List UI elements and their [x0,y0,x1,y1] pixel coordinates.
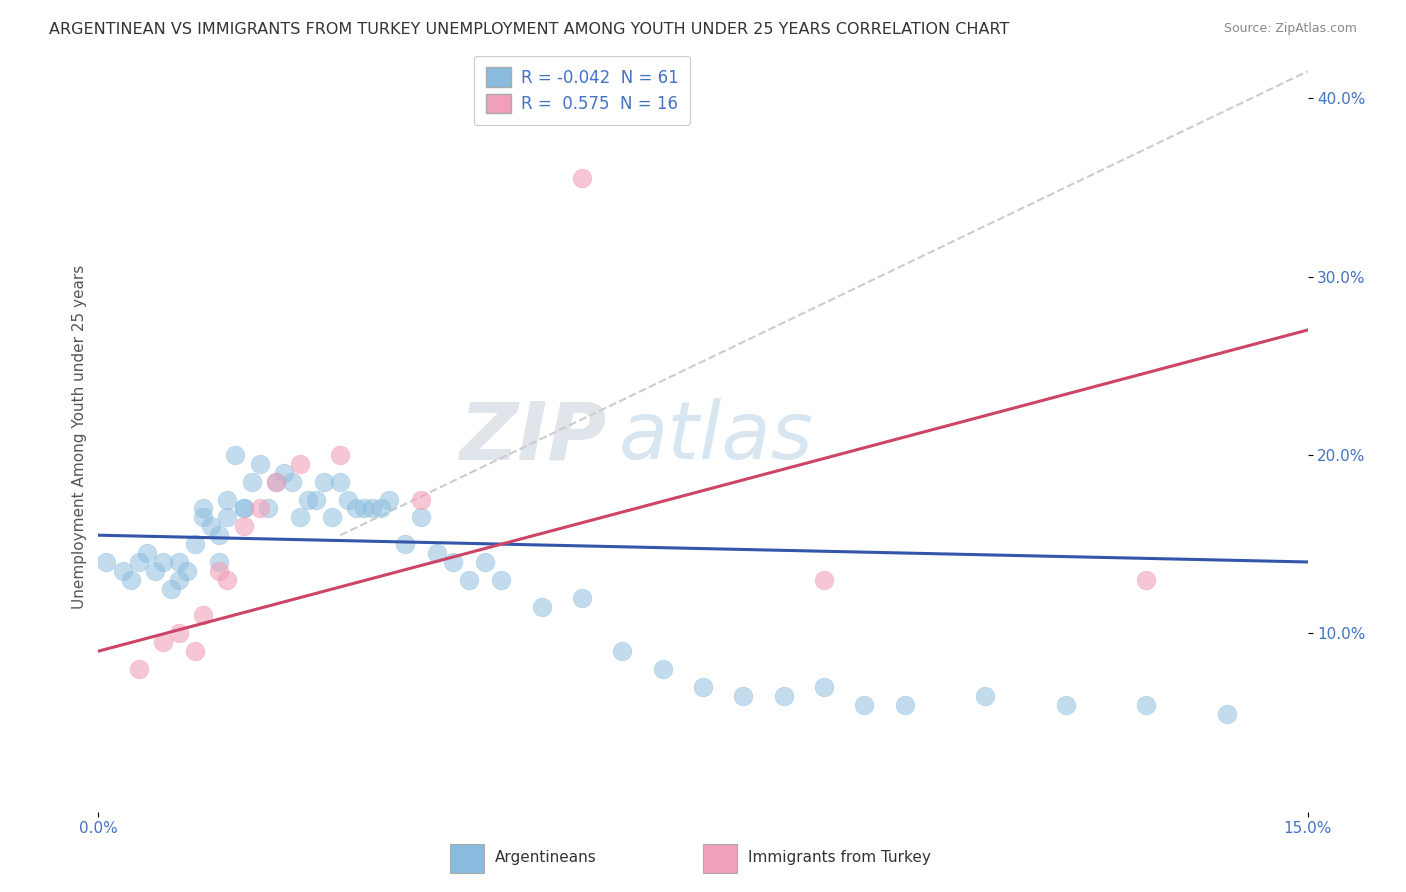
Point [240,475,263,489]
Point [772,689,794,703]
Bar [450,844,484,873]
Point [264,475,287,489]
Point [530,599,553,614]
Point [208,555,231,569]
Point [128,662,150,676]
Point [1216,706,1239,721]
Y-axis label: Unemployment Among Youth under 25 years: Unemployment Among Youth under 25 years [72,265,87,609]
Point [1054,698,1077,712]
Point [167,573,190,587]
Point [314,475,336,489]
Point [1135,573,1157,587]
Point [329,475,352,489]
Point [288,457,311,471]
Point [813,573,835,587]
Text: ZIP: ZIP [458,398,606,476]
Point [176,564,198,578]
Point [692,680,714,694]
Point [193,510,215,524]
Point [135,546,157,560]
Point [217,573,239,587]
Point [273,466,295,480]
Point [167,555,190,569]
Point [256,501,278,516]
Text: atlas: atlas [619,398,813,476]
Point [377,492,399,507]
Point [329,448,352,462]
Point [651,662,673,676]
Point [152,635,174,649]
Bar [703,844,737,873]
Point [974,689,997,703]
Point [217,510,239,524]
Point [232,501,254,516]
Point [571,591,593,605]
Point [193,501,215,516]
Point [571,171,593,186]
Text: Argentineans: Argentineans [495,850,596,865]
Point [893,698,915,712]
Point [111,564,134,578]
Point [394,537,416,551]
Point [612,644,634,658]
Point [337,492,360,507]
Point [297,492,319,507]
Point [184,537,207,551]
Point [120,573,142,587]
Point [361,501,384,516]
Point [305,492,328,507]
Legend: R = -0.042  N = 61, R =  0.575  N = 16: R = -0.042 N = 61, R = 0.575 N = 16 [474,56,690,125]
Point [813,680,835,694]
Point [321,510,343,524]
Point [458,573,481,587]
Text: ARGENTINEAN VS IMMIGRANTS FROM TURKEY UNEMPLOYMENT AMONG YOUTH UNDER 25 YEARS CO: ARGENTINEAN VS IMMIGRANTS FROM TURKEY UN… [49,22,1010,37]
Point [441,555,464,569]
Point [733,689,755,703]
Point [353,501,375,516]
Text: Source: ZipAtlas.com: Source: ZipAtlas.com [1223,22,1357,36]
Point [232,501,254,516]
Point [249,457,271,471]
Point [474,555,496,569]
Point [264,475,287,489]
Point [96,555,118,569]
Point [143,564,166,578]
Point [426,546,449,560]
Point [491,573,513,587]
Point [217,492,239,507]
Point [409,510,432,524]
Point [853,698,876,712]
Point [200,519,222,533]
Point [208,528,231,542]
Point [232,519,254,533]
Text: Immigrants from Turkey: Immigrants from Turkey [748,850,931,865]
Point [208,564,231,578]
Point [152,555,174,569]
Point [249,501,271,516]
Point [184,644,207,658]
Point [370,501,392,516]
Point [128,555,150,569]
Point [224,448,246,462]
Point [288,510,311,524]
Point [1135,698,1157,712]
Point [409,492,432,507]
Point [160,582,183,596]
Point [167,626,190,640]
Point [344,501,367,516]
Point [281,475,304,489]
Point [193,608,215,623]
